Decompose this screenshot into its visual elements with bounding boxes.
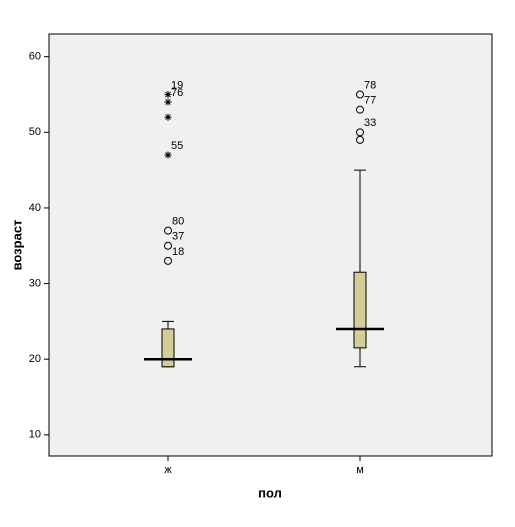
extreme [164, 113, 172, 121]
outlier [356, 90, 364, 99]
outlier [164, 256, 172, 265]
box [353, 271, 367, 349]
plot-area [48, 33, 493, 457]
x-tick-label: м [356, 464, 364, 476]
outlier-label: 78 [364, 79, 376, 91]
outlier-label: 33 [364, 117, 376, 129]
box [161, 328, 175, 368]
outlier-label: 77 [364, 95, 376, 107]
extreme-label: 55 [171, 140, 183, 152]
extreme [164, 98, 172, 106]
outlier [164, 241, 172, 250]
y-tick-label: 60 [29, 51, 41, 63]
outlier-label: 37 [172, 231, 184, 243]
x-tick-label: ж [164, 464, 172, 476]
y-tick-label: 10 [29, 429, 41, 441]
extreme-label: 76 [171, 87, 183, 99]
y-tick-label: 50 [29, 126, 41, 138]
outlier [356, 105, 364, 114]
x-axis-title: пол [258, 485, 282, 500]
y-tick-label: 40 [29, 202, 41, 214]
y-tick-label: 20 [29, 353, 41, 365]
outlier [356, 128, 364, 137]
outlier [164, 226, 172, 235]
extreme-label: 19 [171, 79, 183, 91]
y-tick-label: 30 [29, 277, 41, 289]
extreme [164, 91, 172, 99]
outlier-label: 80 [172, 216, 184, 228]
extreme [164, 151, 172, 159]
outlier [356, 135, 364, 144]
y-axis-title: возраст [9, 220, 24, 271]
outlier-label: 18 [172, 246, 184, 258]
